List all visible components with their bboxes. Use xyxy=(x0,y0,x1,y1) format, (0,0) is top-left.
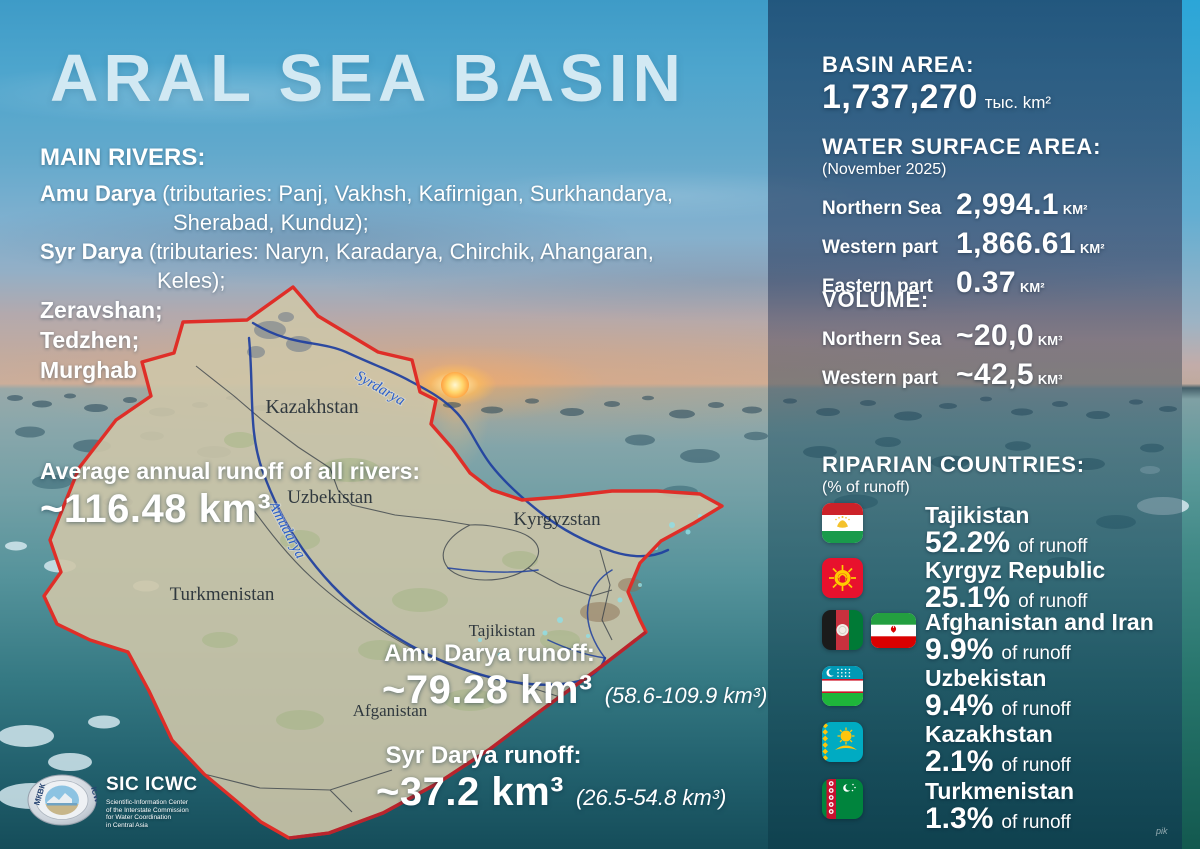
water-surface-row: Northern Sea 2,994.1 KM² xyxy=(822,188,1182,222)
riparian-suffix: of runoff xyxy=(1001,643,1071,664)
syr-darya-runoff-block: Syr Darya runoff: ~37.2 km³ (26.5-54.8 k… xyxy=(376,742,726,815)
riparian-country-name: Afghanistan and Iran xyxy=(925,609,1154,635)
riparian-pct: 25.1% xyxy=(925,581,1011,614)
basin-area-section: BASIN AREA: 1,737,270 тыс. km² xyxy=(822,52,1182,122)
riparian-suffix: of runoff xyxy=(1001,699,1071,720)
basin-area-value: 1,737,270 тыс. km² xyxy=(822,78,1052,116)
riparian-item-turkmenistan: Turkmenistan 1.3% of runoff xyxy=(822,778,1192,835)
flag-kazakhstan-icon xyxy=(822,722,863,762)
amu-runoff-range: (58.6-109.9 km³) xyxy=(604,683,768,708)
riparian-section-header: RIPARIAN COUNTRIES: (% of runoff) xyxy=(822,452,1182,497)
flag-kyrgyzstan-icon xyxy=(822,558,863,598)
water-surface-row: Eastern part 0.37 KM² xyxy=(822,266,1182,300)
riparian-item-afghanistan-iran: Afghanistan and Iran 9.9% of runoff xyxy=(822,609,1192,666)
riparian-suffix: of runoff xyxy=(1001,755,1071,776)
flag-afghanistan-icon xyxy=(822,610,863,650)
vol-row-label: Northern Sea xyxy=(822,329,942,350)
riparian-suffix: of runoff xyxy=(1018,591,1088,612)
vol-row-unit: KM³ xyxy=(1037,372,1063,387)
sic-icwc-logo: МКВК ICWC SIC ICWC Scientific-Informatio… xyxy=(27,774,198,829)
logo-line: of the Interstate Commission xyxy=(106,806,189,814)
flag-turkmenistan-icon xyxy=(822,779,863,819)
riparian-country-name: Kazakhstan xyxy=(925,721,1053,747)
water-surface-heading: WATER SURFACE AREA: xyxy=(822,134,1102,159)
vol-row-value: ~20,0 xyxy=(956,319,1034,352)
main-rivers-heading: MAIN RIVERS: xyxy=(40,144,206,171)
flag-iran-icon xyxy=(871,613,916,648)
flag-tajikistan-icon xyxy=(822,503,863,543)
riparian-pct: 9.9% xyxy=(925,633,994,666)
average-runoff-block: Average annual runoff of all rivers: ~11… xyxy=(40,458,420,532)
average-runoff-label: Average annual runoff of all rivers: xyxy=(40,458,421,484)
riparian-item-tajikistan: Tajikistan 52.2% of runoff xyxy=(822,502,1192,559)
amu-darya-line-cont: Sherabad, Kunduz); xyxy=(173,210,369,235)
riparian-pct: 52.2% xyxy=(925,526,1011,559)
riparian-item-kyrgyz-republic: Kyrgyz Republic 25.1% of runoff xyxy=(822,557,1192,614)
amu-darya-runoff-block: Amu Darya runoff: ~79.28 km³ (58.6-109.9… xyxy=(382,640,767,713)
water-surface-section: WATER SURFACE AREA: (November 2025) Nort… xyxy=(822,134,1182,300)
logo-name: SIC ICWC xyxy=(106,774,198,795)
stats-panel xyxy=(768,0,1182,849)
amu-darya-line: Amu Darya (tributaries: Panj, Vakhsh, Ka… xyxy=(40,181,674,206)
volume-row: Western part ~42,5 KM³ xyxy=(822,358,1182,392)
volume-section: VOLUME: Northern Sea ~20,0 KM³ Western p… xyxy=(822,287,1182,392)
syr-runoff-range: (26.5-54.8 km³) xyxy=(575,785,727,810)
average-runoff-value: ~116.48 km³ xyxy=(40,487,272,531)
riparian-suffix: of runoff xyxy=(1001,812,1071,833)
volume-heading: VOLUME: xyxy=(822,287,930,312)
water-surface-row: Western part 1,866.61 KM² xyxy=(822,227,1182,261)
ws-row-unit: KM² xyxy=(1062,202,1088,217)
ws-row-value: 2,994.1 xyxy=(956,188,1059,221)
riparian-heading: RIPARIAN COUNTRIES: xyxy=(822,452,1085,477)
amu-runoff-label: Amu Darya runoff: xyxy=(384,640,595,667)
river-zeravshan: Zeravshan; xyxy=(40,297,163,323)
riparian-country-name: Kyrgyz Republic xyxy=(925,557,1106,583)
flag-uzbekistan-icon xyxy=(822,666,863,706)
syr-darya-line: Syr Darya (tributaries: Naryn, Karadarya… xyxy=(40,239,654,264)
photo-edge-strip xyxy=(1182,0,1200,849)
logo-line: Scientific-Information Center xyxy=(106,799,189,806)
basin-area-unit: тыс. km² xyxy=(984,93,1052,112)
riparian-subheading: (% of runoff) xyxy=(822,479,910,496)
volume-row: Northern Sea ~20,0 KM³ xyxy=(822,319,1182,353)
main-rivers-section: MAIN RIVERS: Amu Darya (tributaries: Pan… xyxy=(40,143,760,385)
emblem-right-text: ICWC xyxy=(89,786,97,809)
water-surface-subheading: (November 2025) xyxy=(822,161,947,178)
basin-area-heading: BASIN AREA: xyxy=(822,52,975,77)
ws-row-label: Eastern part xyxy=(822,276,933,297)
riparian-item-uzbekistan: Uzbekistan 9.4% of runoff xyxy=(822,665,1192,722)
vol-row-unit: KM³ xyxy=(1037,333,1063,348)
river-murghab: Murghab xyxy=(40,357,138,383)
logo-line: in Central Asia xyxy=(106,821,148,829)
poster-title: ARAL SEA BASIN xyxy=(50,41,686,116)
vol-row-value: ~42,5 xyxy=(956,358,1034,391)
ws-row-unit: KM² xyxy=(1079,241,1105,256)
riparian-pct: 2.1% xyxy=(925,745,994,778)
ws-row-value: 0.37 xyxy=(956,266,1016,299)
photo-credit-watermark: pik xyxy=(1156,826,1168,836)
syr-darya-line-cont: Keles); xyxy=(157,268,226,293)
logo-line: for Water Coordination xyxy=(106,814,172,821)
riparian-country-name: Uzbekistan xyxy=(925,665,1047,691)
sic-icwc-emblem-icon: МКВК ICWC xyxy=(27,774,97,826)
riparian-pct: 9.4% xyxy=(925,689,994,722)
riparian-item-kazakhstan: Kazakhstan 2.1% of runoff xyxy=(822,721,1192,778)
river-tedzhen: Tedzhen; xyxy=(40,327,140,353)
riparian-country-name: Turkmenistan xyxy=(925,778,1075,804)
ws-row-unit: KM² xyxy=(1020,280,1045,295)
ws-row-value: 1,866.61 xyxy=(956,227,1076,260)
amu-runoff-value: ~79.28 km³ xyxy=(382,668,593,712)
riparian-pct: 1.3% xyxy=(925,802,994,835)
vol-row-label: Western part xyxy=(822,368,938,389)
riparian-suffix: of runoff xyxy=(1018,536,1088,557)
ws-row-label: Western part xyxy=(822,237,938,258)
riparian-country-name: Tajikistan xyxy=(925,502,1030,528)
syr-runoff-label: Syr Darya runoff: xyxy=(385,742,582,769)
ws-row-label: Northern Sea xyxy=(822,198,942,219)
syr-runoff-value: ~37.2 km³ xyxy=(376,770,564,814)
